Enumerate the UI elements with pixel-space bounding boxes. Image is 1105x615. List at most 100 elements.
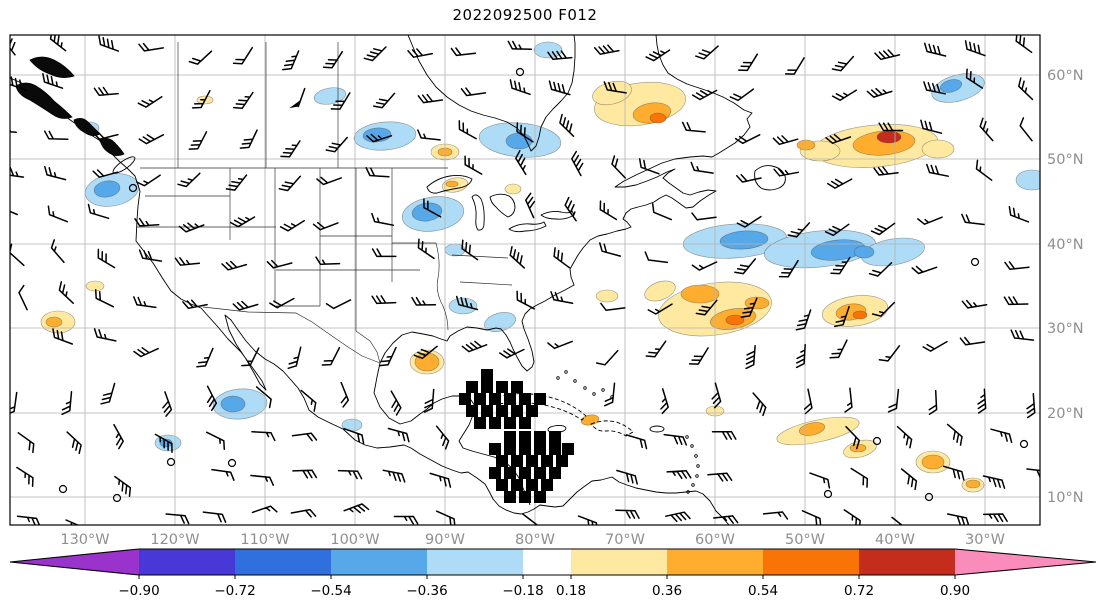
political-border <box>435 242 449 331</box>
wind-barb <box>49 35 67 52</box>
island-outline <box>649 425 665 433</box>
wind-barb <box>461 239 479 261</box>
wind-barb <box>707 472 733 482</box>
wind-barb <box>178 222 205 233</box>
small-island-dot <box>601 388 605 392</box>
wind-barb <box>809 472 831 489</box>
black-square-marker <box>526 405 538 417</box>
wind-barb <box>98 35 120 52</box>
wind-barb <box>371 212 395 226</box>
black-square-marker <box>519 467 531 479</box>
wind-barb <box>138 249 163 262</box>
small-island-dot <box>691 483 695 487</box>
wind-barb <box>595 349 619 366</box>
wind-barb <box>507 40 533 51</box>
wind-barb <box>711 382 722 409</box>
black-square-marker <box>504 431 516 443</box>
wind-barb <box>1015 35 1033 54</box>
wind-barb <box>691 89 718 101</box>
wind-barb <box>982 513 1008 523</box>
anomaly-blob <box>45 316 63 328</box>
wind-barb <box>66 431 82 455</box>
wind-barb <box>182 299 208 310</box>
wind-barb <box>900 468 918 491</box>
wind-barb <box>58 281 74 304</box>
wind-barb <box>10 243 25 267</box>
small-island-dot <box>690 444 694 448</box>
calm-wind-circle <box>58 484 68 494</box>
wind-barb <box>990 428 1013 444</box>
wind-barb <box>435 425 450 450</box>
wind-barb <box>829 339 848 359</box>
black-square-marker <box>481 369 493 381</box>
lon-tick-label: 40°W <box>875 532 915 548</box>
black-square-marker <box>519 417 531 429</box>
calm-wind-circle <box>515 67 525 77</box>
wind-barb <box>363 46 387 62</box>
wind-barb <box>1004 261 1030 271</box>
wind-barb <box>736 174 762 183</box>
wind-barb <box>795 343 806 369</box>
political-border <box>202 306 381 364</box>
wind-barb <box>1026 393 1036 419</box>
wind-barb <box>461 340 488 353</box>
anomaly-blob <box>853 245 875 259</box>
wind-barb <box>134 217 160 227</box>
wind-barb <box>250 474 275 486</box>
island-coastline <box>590 420 634 437</box>
wind-barb <box>365 167 390 178</box>
wind-barb <box>964 40 986 57</box>
wind-barb <box>691 261 718 271</box>
wind-barb <box>871 301 895 317</box>
wind-barb <box>17 432 35 454</box>
small-island-dot <box>564 370 568 374</box>
wind-barb <box>10 391 18 414</box>
wind-barb <box>959 336 986 346</box>
wind-barb <box>625 434 648 450</box>
wind-barb <box>600 302 626 311</box>
anomaly-blob <box>921 454 945 470</box>
lon-tick-label: 100°W <box>330 532 379 548</box>
wind-barb <box>188 131 208 150</box>
wind-barb <box>665 511 691 523</box>
colorbar: −0.90 −0.72 −0.54 −0.36 −0.18 0.18 0.36 0.54 0.7… <box>9 548 1097 599</box>
anomaly-blob <box>798 422 826 436</box>
map-frame <box>9 34 1041 526</box>
wind-barb <box>372 92 396 109</box>
wind-barb <box>280 140 301 158</box>
wind-barb <box>516 122 534 143</box>
wind-barb <box>923 42 947 57</box>
black-square-marker <box>526 479 538 491</box>
wind-barb <box>239 129 258 149</box>
black-square-marker <box>504 417 516 429</box>
wind-barb <box>887 388 900 413</box>
black-square-marker <box>562 443 574 455</box>
lat-tick-label: 50°N <box>1047 152 1084 168</box>
wind-barb <box>340 381 350 408</box>
wind-barb <box>10 128 17 134</box>
black-square-marker <box>519 491 531 503</box>
coastline <box>426 174 473 194</box>
anomaly-blob <box>93 180 121 198</box>
wind-barb <box>413 345 438 360</box>
wind-barb <box>221 260 248 271</box>
wind-barb <box>827 178 853 189</box>
wind-barb <box>874 49 901 61</box>
wind-barb <box>824 223 850 237</box>
lat-tick-label: 40°N <box>1047 237 1084 253</box>
wind-barb <box>891 516 903 525</box>
small-island-dot <box>696 464 700 468</box>
wind-barb <box>343 503 370 514</box>
black-square-marker <box>474 417 486 429</box>
wind-barb <box>547 50 573 61</box>
black-square-marker <box>519 431 531 443</box>
anomaly-blob <box>411 202 443 222</box>
coastline <box>407 35 576 152</box>
colorbar-segment <box>763 549 859 575</box>
black-square-marker <box>459 393 471 405</box>
wind-barb <box>942 465 965 481</box>
island-outline <box>112 156 136 174</box>
wind-barb <box>321 346 341 366</box>
wind-barb <box>878 122 904 132</box>
